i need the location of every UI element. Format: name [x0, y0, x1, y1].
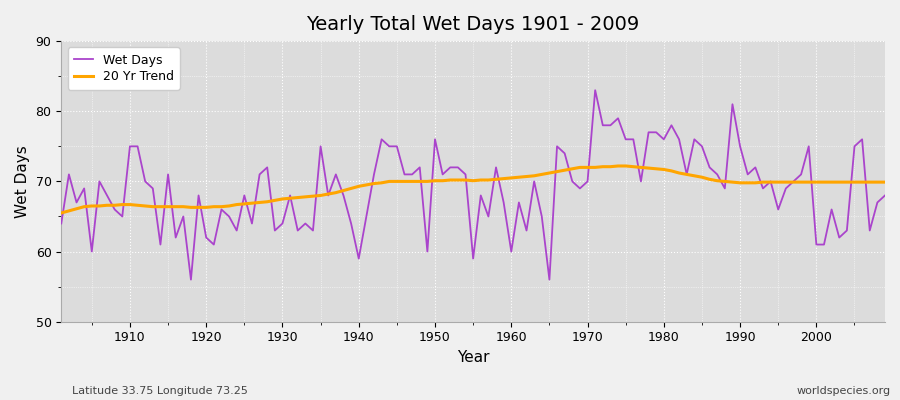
X-axis label: Year: Year: [457, 350, 490, 365]
20 Yr Trend: [499, 176, 509, 181]
20 Yr Trend: [506, 176, 517, 180]
Line: Wet Days: Wet Days: [61, 90, 885, 280]
Text: worldspecies.org: worldspecies.org: [796, 386, 891, 396]
Wet Days: [506, 249, 517, 254]
Wet Days: [590, 88, 600, 93]
20 Yr Trend: [613, 164, 624, 168]
Wet Days: [613, 116, 624, 121]
Wet Days: [292, 228, 303, 233]
Wet Days: [514, 200, 525, 205]
20 Yr Trend: [330, 190, 341, 195]
Wet Days: [56, 221, 67, 226]
Legend: Wet Days, 20 Yr Trend: Wet Days, 20 Yr Trend: [68, 47, 180, 90]
20 Yr Trend: [56, 210, 67, 215]
Wet Days: [338, 193, 349, 198]
Wet Days: [185, 277, 196, 282]
Wet Days: [879, 193, 890, 198]
Wet Days: [117, 214, 128, 219]
Text: Latitude 33.75 Longitude 73.25: Latitude 33.75 Longitude 73.25: [72, 386, 248, 396]
20 Yr Trend: [284, 196, 295, 201]
20 Yr Trend: [598, 164, 608, 169]
Y-axis label: Wet Days: Wet Days: [15, 145, 30, 218]
Line: 20 Yr Trend: 20 Yr Trend: [61, 166, 885, 213]
Title: Yearly Total Wet Days 1901 - 2009: Yearly Total Wet Days 1901 - 2009: [307, 15, 640, 34]
20 Yr Trend: [117, 202, 128, 207]
20 Yr Trend: [879, 180, 890, 184]
